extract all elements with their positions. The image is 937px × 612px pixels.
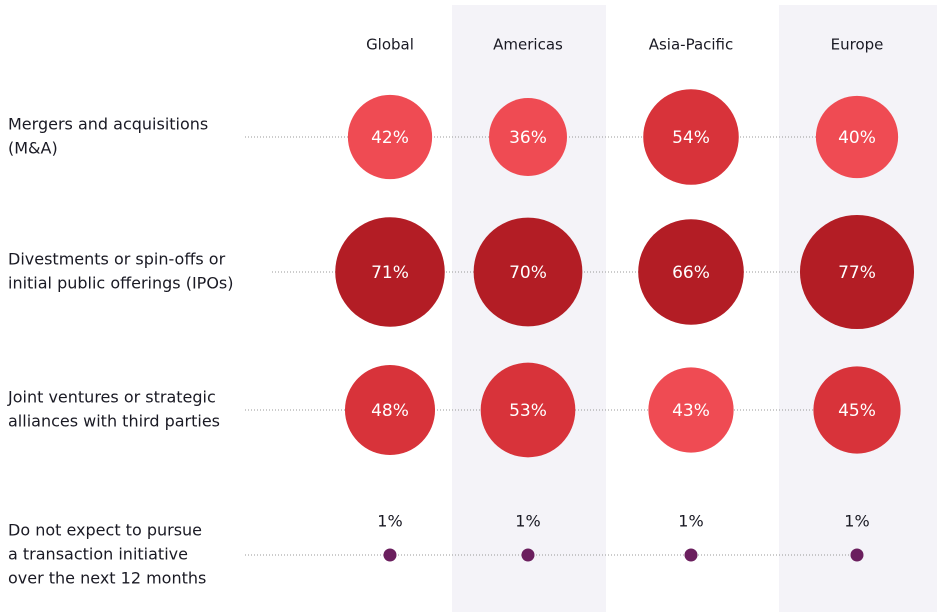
- row-label: Divestments or spin-offs or: [8, 250, 226, 269]
- bubble: [684, 548, 698, 562]
- bubble: [850, 548, 864, 562]
- value-label: 42%: [371, 128, 409, 148]
- row-label: alliances with third parties: [8, 412, 220, 431]
- bubble: [648, 367, 734, 453]
- value-label: 43%: [672, 401, 710, 421]
- row-label: a transaction initiative: [8, 545, 188, 564]
- column-header: Europe: [831, 36, 884, 54]
- column-header: Asia-Pacific: [649, 36, 734, 54]
- value-label: 36%: [509, 128, 547, 148]
- bubble: [344, 364, 436, 456]
- column-header: Americas: [493, 36, 563, 54]
- bubble: [643, 89, 739, 185]
- bubble: [521, 548, 535, 562]
- value-label: 71%: [371, 263, 409, 283]
- value-label: 40%: [838, 128, 876, 148]
- column-header: Global: [366, 36, 414, 54]
- bubble: [799, 214, 915, 330]
- bubble: [480, 362, 576, 458]
- value-label: 77%: [838, 263, 876, 283]
- row-label: Do not expect to pursue: [8, 521, 202, 540]
- value-label: 1%: [678, 512, 703, 531]
- bubble: [489, 98, 567, 176]
- bubble: [813, 366, 901, 454]
- value-label: 70%: [509, 263, 547, 283]
- value-label: 45%: [838, 401, 876, 421]
- row-label: Mergers and acquisitions: [8, 115, 208, 134]
- row-label: over the next 12 months: [8, 569, 206, 588]
- value-label: 48%: [371, 401, 409, 421]
- row-label: Joint ventures or strategic: [7, 388, 216, 407]
- value-label: 66%: [672, 263, 710, 283]
- bubble: [815, 95, 899, 179]
- row-label: initial public offerings (IPOs): [8, 274, 234, 293]
- value-label: 1%: [515, 512, 540, 531]
- bubble: [347, 94, 433, 180]
- bubble: [383, 548, 397, 562]
- bubble: [335, 217, 445, 327]
- value-label: 54%: [672, 128, 710, 148]
- value-label: 1%: [377, 512, 402, 531]
- bubble: [638, 219, 744, 325]
- value-label: 1%: [844, 512, 869, 531]
- value-label: 53%: [509, 401, 547, 421]
- bubble: [473, 217, 583, 327]
- row-label: (M&A): [8, 139, 58, 158]
